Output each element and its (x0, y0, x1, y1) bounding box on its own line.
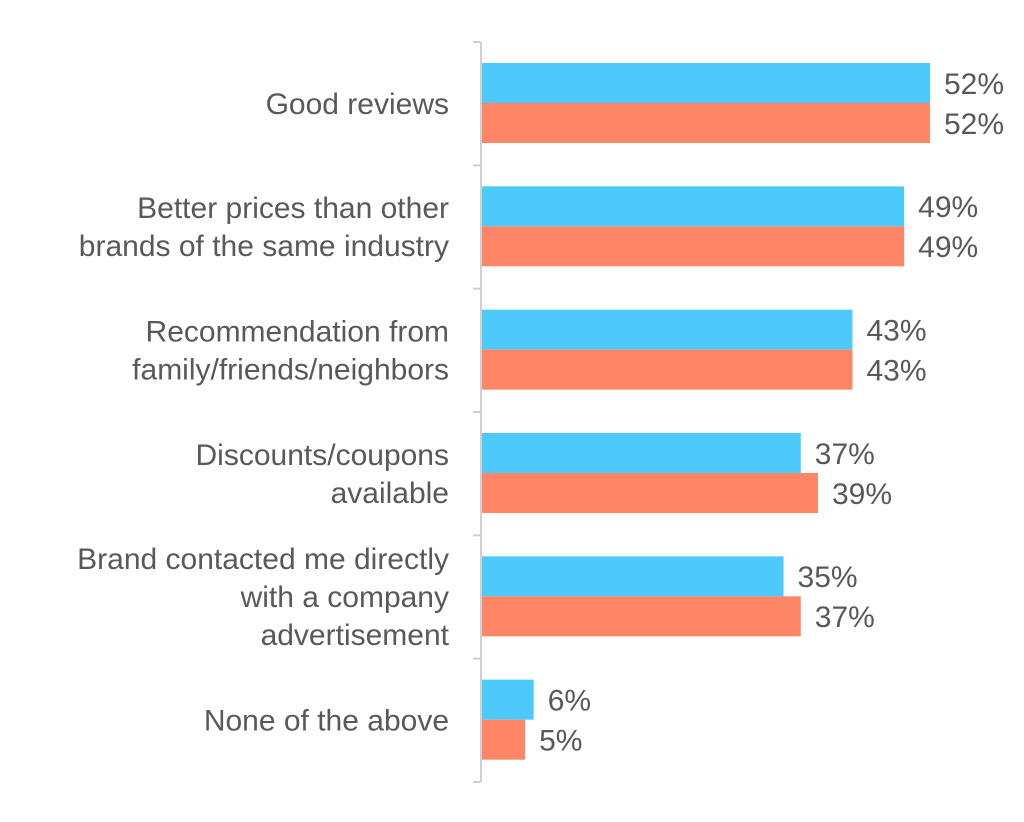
data-label-series-1: 37% (815, 438, 875, 471)
bar-series-1 (482, 679, 534, 720)
bar-series-1 (482, 309, 853, 350)
bar-series-1 (482, 63, 930, 103)
category-label: Good reviews (266, 88, 449, 121)
bar-series-2 (482, 596, 801, 637)
category-label: Discounts/coupons available (196, 439, 449, 510)
axis-layer (473, 41, 482, 783)
data-label-series-2: 5% (539, 724, 582, 757)
category-label-line: available (331, 477, 449, 510)
data-label-series-2: 43% (866, 354, 926, 387)
category-label-line: family/friends/neighbors (132, 353, 449, 386)
data-label-series-1: 52% (944, 68, 1004, 101)
bar-series-2 (482, 349, 853, 390)
category-label-line: Better prices than other (137, 192, 449, 225)
data-label-series-2: 52% (944, 108, 1004, 141)
category-label: None of the above (204, 704, 449, 737)
bar-series-1 (482, 186, 905, 227)
data-label-series-1: 6% (548, 684, 591, 717)
category-label-line: with a company (240, 581, 449, 614)
category-label: Better prices than other brands of the sa… (79, 192, 449, 263)
bar-series-2 (482, 719, 526, 760)
data-label-series-1: 43% (866, 314, 926, 347)
data-label-series-2: 39% (832, 478, 892, 511)
category-label-line: brands of the same industry (79, 230, 449, 263)
data-label-series-1: 35% (798, 561, 858, 594)
category-label-line: advertisement (261, 619, 450, 652)
category-label-line: Discounts/coupons (196, 439, 449, 472)
category-label: Brand contacted me directly with a compan… (77, 543, 450, 652)
category-label-line: Good reviews (266, 88, 449, 121)
category-label-line: Recommendation from (146, 315, 449, 348)
category-label-line: Brand contacted me directly (77, 543, 449, 576)
labels-layer: Good reviews 52% 52% Better prices than oth… (77, 68, 1004, 758)
category-label-line: None of the above (204, 704, 449, 737)
bar-series-2 (482, 473, 818, 513)
data-label-series-1: 49% (918, 191, 978, 224)
bar-series-2 (482, 103, 930, 143)
bar-series-1 (482, 433, 801, 473)
data-label-series-2: 49% (918, 231, 978, 264)
bars-layer (482, 63, 930, 760)
data-label-series-2: 37% (815, 601, 875, 634)
category-label: Recommendation from family/friends/neighb… (132, 315, 449, 386)
bar-series-1 (482, 556, 784, 597)
bar-series-2 (482, 226, 905, 267)
